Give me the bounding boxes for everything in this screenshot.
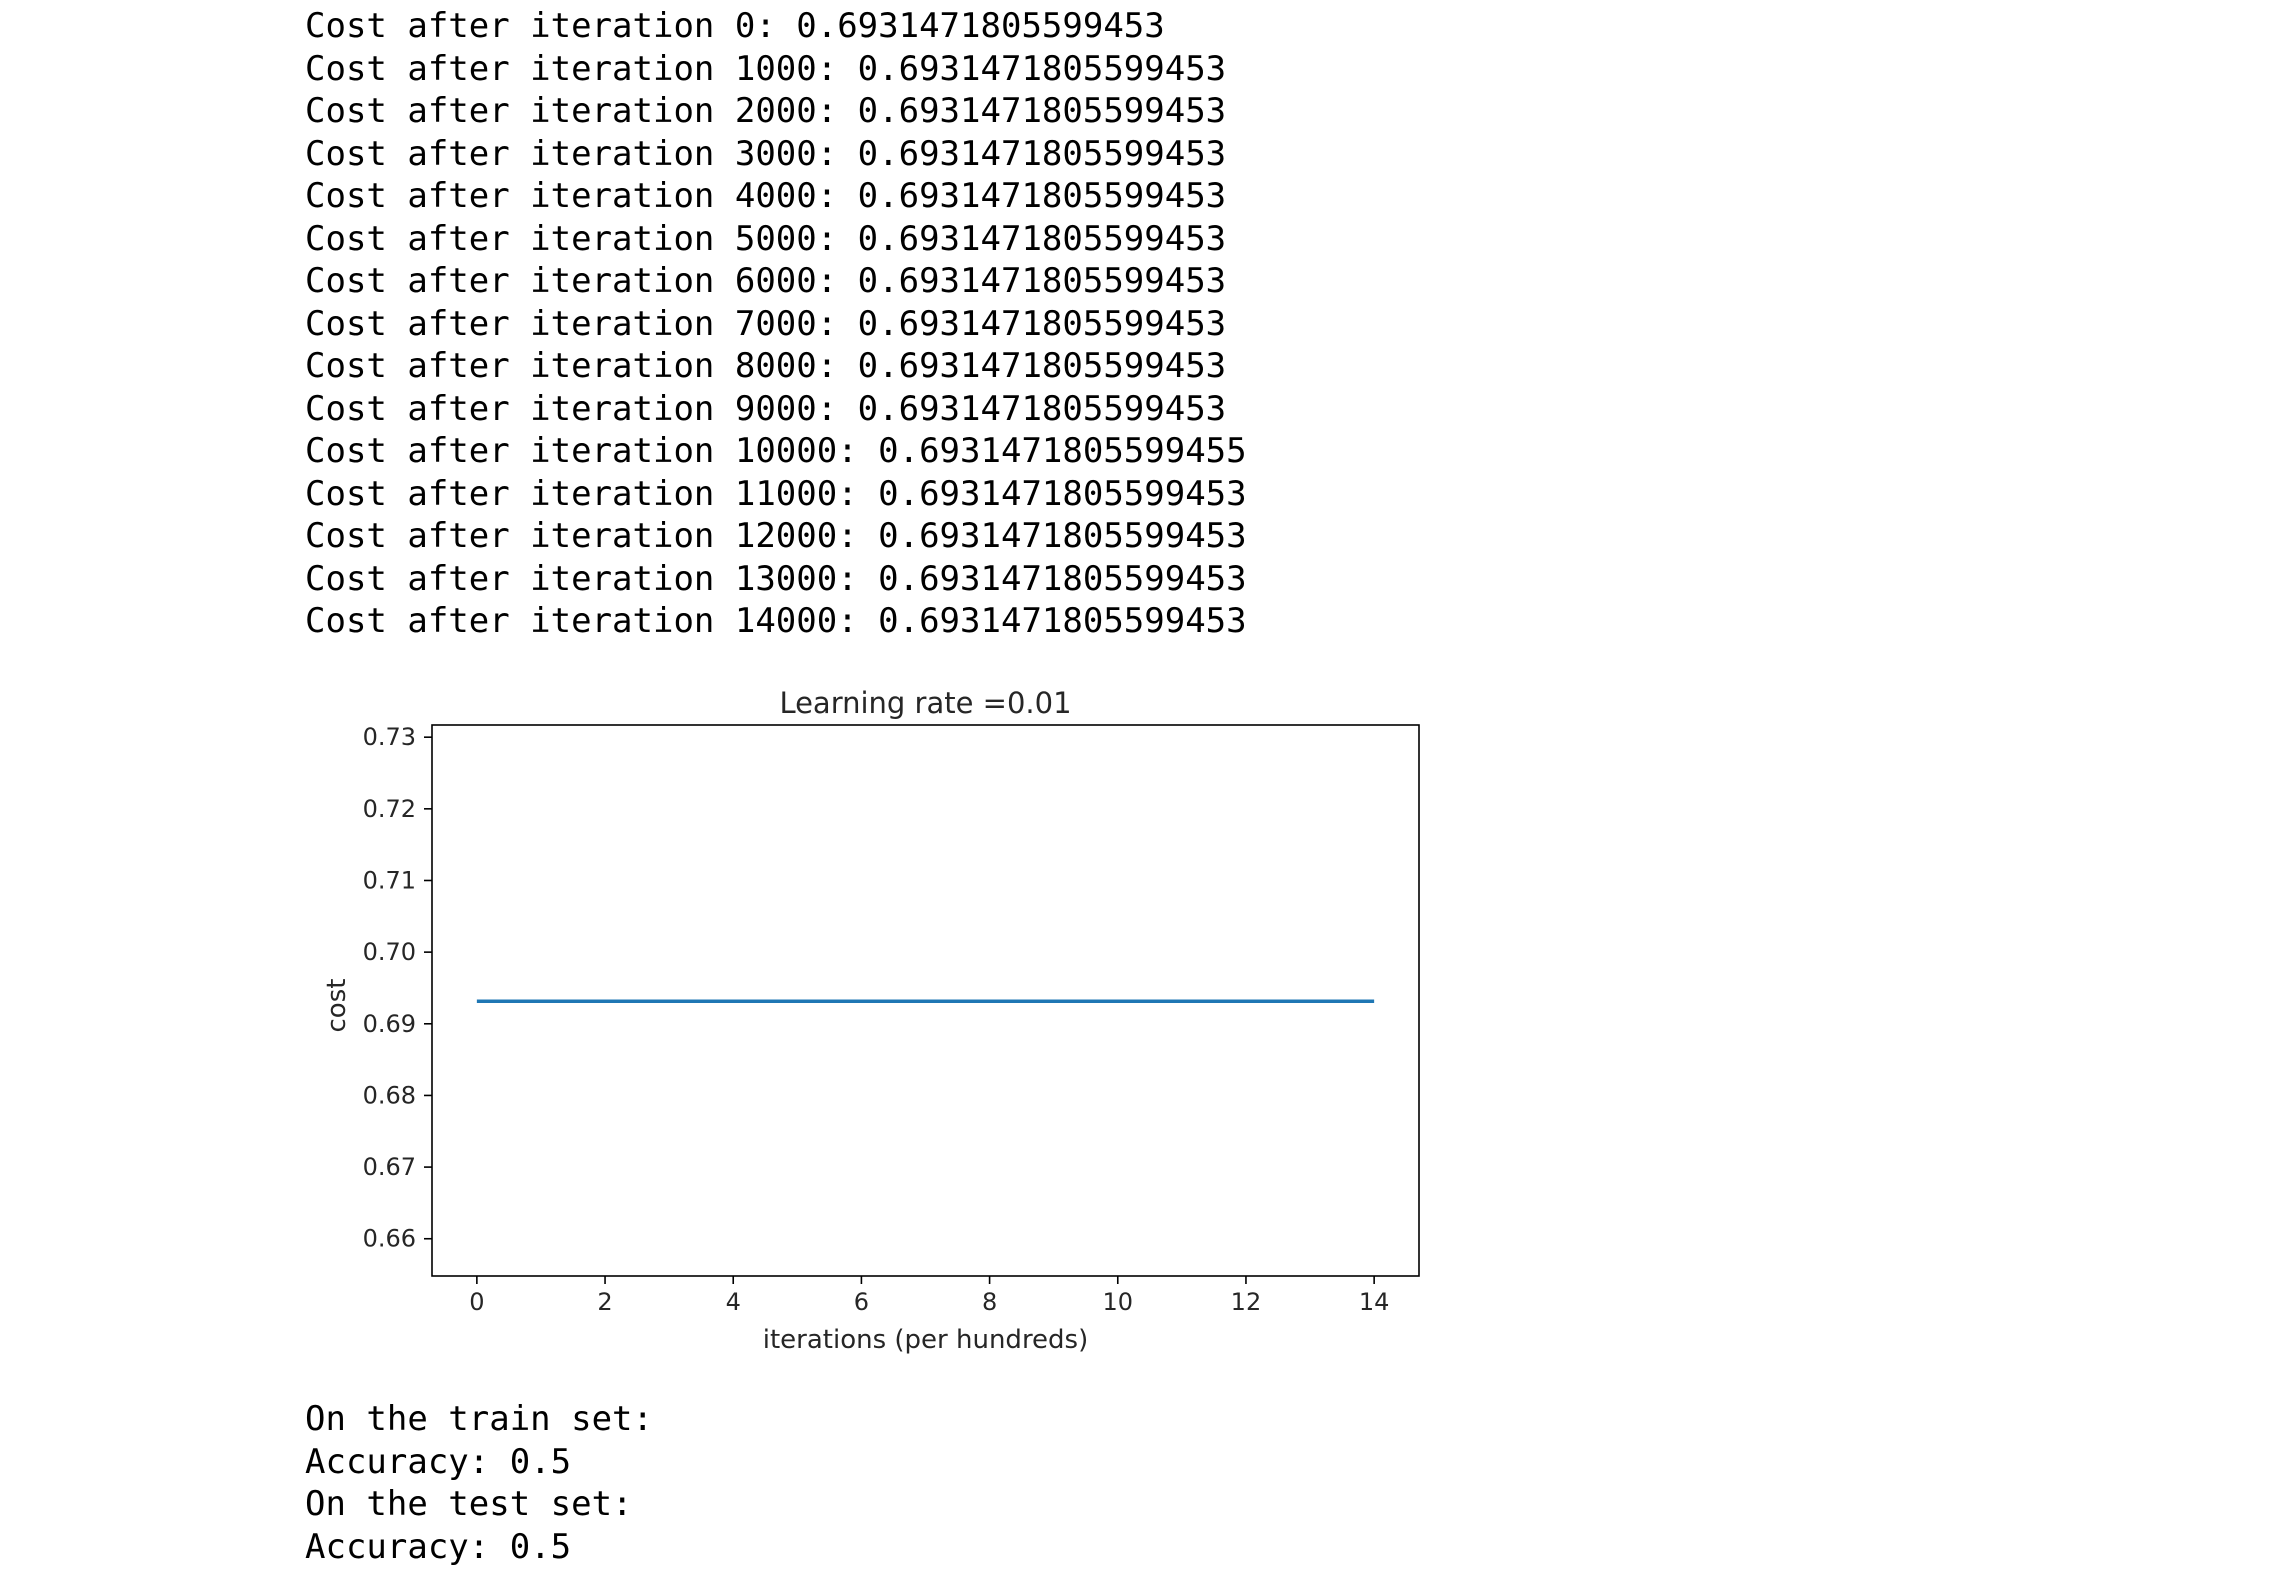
log-line: Cost after iteration 8000: 0.69314718055… — [305, 346, 1227, 386]
y-tick-label: 0.70 — [363, 938, 416, 966]
y-tick-label: 0.68 — [363, 1081, 416, 1109]
log-line: Cost after iteration 10000: 0.6931471805… — [305, 431, 1247, 471]
x-tick-label: 6 — [854, 1288, 869, 1316]
y-tick-label: 0.69 — [363, 1010, 416, 1038]
x-tick-label: 2 — [597, 1288, 612, 1316]
x-tick-label: 12 — [1231, 1288, 1262, 1316]
log-line: Cost after iteration 5000: 0.69314718055… — [305, 218, 1227, 259]
x-tick-label: 10 — [1102, 1288, 1133, 1316]
log-line: Cost after iteration 1000: 0.69314718055… — [305, 48, 1227, 89]
y-tick-label: 0.72 — [363, 795, 416, 823]
log-line: Cost after iteration 6000: 0.69314718055… — [305, 261, 1227, 301]
result-line: On the test set: — [305, 1484, 633, 1524]
x-tick-label: 8 — [982, 1288, 997, 1316]
x-tick-label: 4 — [726, 1288, 741, 1316]
log-line: Cost after iteration 3000: 0.69314718055… — [305, 133, 1227, 174]
log-line: Cost after iteration 14000: 0.6931471805… — [305, 601, 1247, 641]
cost-chart: Learning rate =0.01 0 2 4 6 8 10 12 14 0.66 0.67 0.… — [322, 686, 1420, 1355]
chart-title: Learning rate =0.01 — [779, 686, 1071, 720]
y-tick-label: 0.67 — [363, 1153, 416, 1181]
x-axis-label: iterations (per hundreds) — [763, 1325, 1089, 1355]
log-line: Cost after iteration 7000: 0.69314718055… — [305, 303, 1227, 344]
result-line: Accuracy: 0.5 — [305, 1526, 572, 1567]
y-tick-label: 0.73 — [363, 723, 416, 751]
y-tick-label: 0.66 — [363, 1225, 416, 1253]
x-tick-label: 0 — [469, 1288, 484, 1316]
result-line: On the train set: — [305, 1399, 653, 1439]
log-line: Cost after iteration 2000: 0.69314718055… — [305, 91, 1227, 131]
log-line: Cost after iteration 11000: 0.6931471805… — [305, 473, 1247, 514]
log-line: Cost after iteration 12000: 0.6931471805… — [305, 516, 1247, 556]
cost-log-output: Cost after iteration 0: 0.69314718055994… — [305, 5, 1247, 643]
y-axis-label: cost — [322, 979, 352, 1033]
y-tick-label: 0.71 — [363, 866, 416, 894]
log-line: Cost after iteration 13000: 0.6931471805… — [305, 558, 1247, 599]
x-tick-label: 14 — [1359, 1288, 1390, 1316]
log-line: Cost after iteration 9000: 0.69314718055… — [305, 388, 1227, 429]
plot-frame — [431, 724, 1420, 1277]
log-line: Cost after iteration 4000: 0.69314718055… — [305, 176, 1227, 216]
accuracy-output: On the train set: Accuracy: 0.5 On the tes… — [305, 1398, 653, 1568]
result-line: Accuracy: 0.5 — [305, 1441, 572, 1482]
log-line: Cost after iteration 0: 0.69314718055994… — [305, 6, 1165, 46]
